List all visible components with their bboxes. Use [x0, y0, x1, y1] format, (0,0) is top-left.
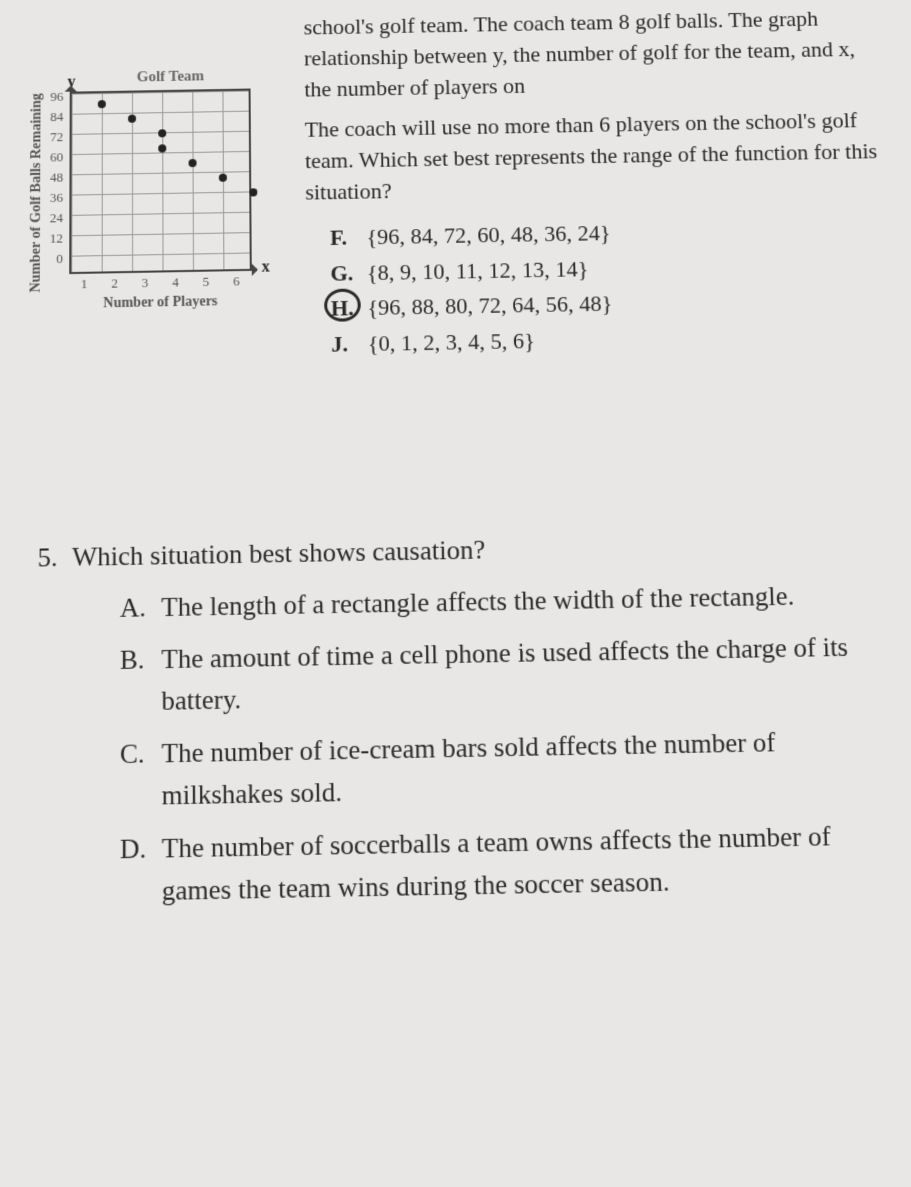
q4-partial: school's golf team. The coach team 8 gol…	[303, 3, 884, 105]
chart-title: Golf Team	[137, 69, 204, 87]
option-a[interactable]: A. The length of a rectangle affects the…	[120, 574, 885, 629]
question-5-section: 5. Which situation best shows causation?…	[26, 522, 911, 915]
arrow-up-icon	[64, 80, 76, 92]
x-var: x	[262, 259, 270, 278]
q5-options: A. The length of a rectangle affects the…	[36, 574, 896, 915]
option-g[interactable]: G. {8, 9, 10, 11, 12, 13, 14}	[330, 248, 892, 289]
data-point	[219, 174, 227, 182]
option-c[interactable]: C. The number of ice-cream bars sold aff…	[120, 719, 892, 817]
option-text: {96, 84, 72, 60, 48, 36, 24}	[366, 217, 611, 253]
data-point	[158, 130, 166, 138]
worksheet-page: Number of Golf Balls Remaining Golf Team…	[0, 0, 911, 1187]
option-label: B.	[120, 639, 151, 723]
x-ticks: 1 2 3 4 5 6	[69, 271, 252, 293]
x-tick: 3	[130, 275, 160, 292]
option-label: F.	[330, 222, 359, 254]
x-axis-label: Number of Players	[103, 295, 217, 313]
option-text: {0, 1, 2, 3, 4, 5, 6}	[368, 326, 536, 361]
chart-column: Golf Team 96 84 72 60 48 36 24 12 0	[50, 68, 252, 314]
x-tick: 5	[191, 274, 222, 291]
option-text: {8, 9, 10, 11, 12, 13, 14}	[367, 253, 589, 288]
data-point	[249, 189, 257, 197]
option-d[interactable]: D. The number of soccerballs a team owns…	[120, 814, 896, 913]
q4-options: F. {96, 84, 72, 60, 48, 36, 24} G. {8, 9…	[305, 213, 895, 362]
x-tick: 2	[99, 276, 129, 293]
x-tick: 6	[221, 273, 252, 290]
option-text: The amount of time a cell phone is used …	[161, 625, 888, 721]
option-text: The number of soccerballs a team owns af…	[162, 814, 896, 912]
x-tick: 1	[69, 276, 99, 293]
scatter-grid: y x	[69, 89, 252, 275]
data-point	[158, 145, 166, 153]
q5-number: 5.	[37, 542, 57, 573]
option-text: {96, 88, 80, 72, 64, 56, 48}	[367, 288, 613, 324]
option-text: The number of ice-cream bars sold affect…	[161, 719, 892, 816]
option-b[interactable]: B. The amount of time a cell phone is us…	[120, 625, 889, 722]
option-h[interactable]: H. {96, 88, 80, 72, 64, 56, 48}	[331, 284, 894, 326]
data-point	[98, 101, 106, 109]
question-4-section: Number of Golf Balls Remaining Golf Team…	[28, 3, 895, 371]
option-label: A.	[120, 587, 151, 629]
y-ticks: 96 84 72 60 48 36 24 12 0	[50, 92, 70, 275]
option-label: G.	[330, 257, 359, 289]
question-4-text: school's golf team. The coach team 8 gol…	[303, 3, 895, 366]
data-point	[128, 115, 136, 123]
chart-area: 96 84 72 60 48 36 24 12 0 y	[50, 89, 252, 314]
option-label: D.	[120, 827, 151, 912]
option-label: C.	[120, 732, 151, 817]
chart-wrapper: Number of Golf Balls Remaining Golf Team…	[28, 13, 286, 370]
option-label: J.	[331, 329, 360, 361]
y-tick: 0	[50, 254, 63, 275]
option-j[interactable]: J. {0, 1, 2, 3, 4, 5, 6}	[331, 319, 895, 361]
option-f[interactable]: F. {96, 84, 72, 60, 48, 36, 24}	[330, 213, 891, 254]
x-tick: 4	[160, 274, 190, 291]
data-point	[188, 159, 196, 167]
q4-body: The coach will use no more than 6 player…	[304, 105, 889, 209]
q5-stem: Which situation best shows causation?	[72, 534, 485, 572]
option-text: The length of a rectangle affects the wi…	[161, 575, 795, 628]
y-axis-label: Number of Golf Balls Remaining	[29, 93, 47, 293]
